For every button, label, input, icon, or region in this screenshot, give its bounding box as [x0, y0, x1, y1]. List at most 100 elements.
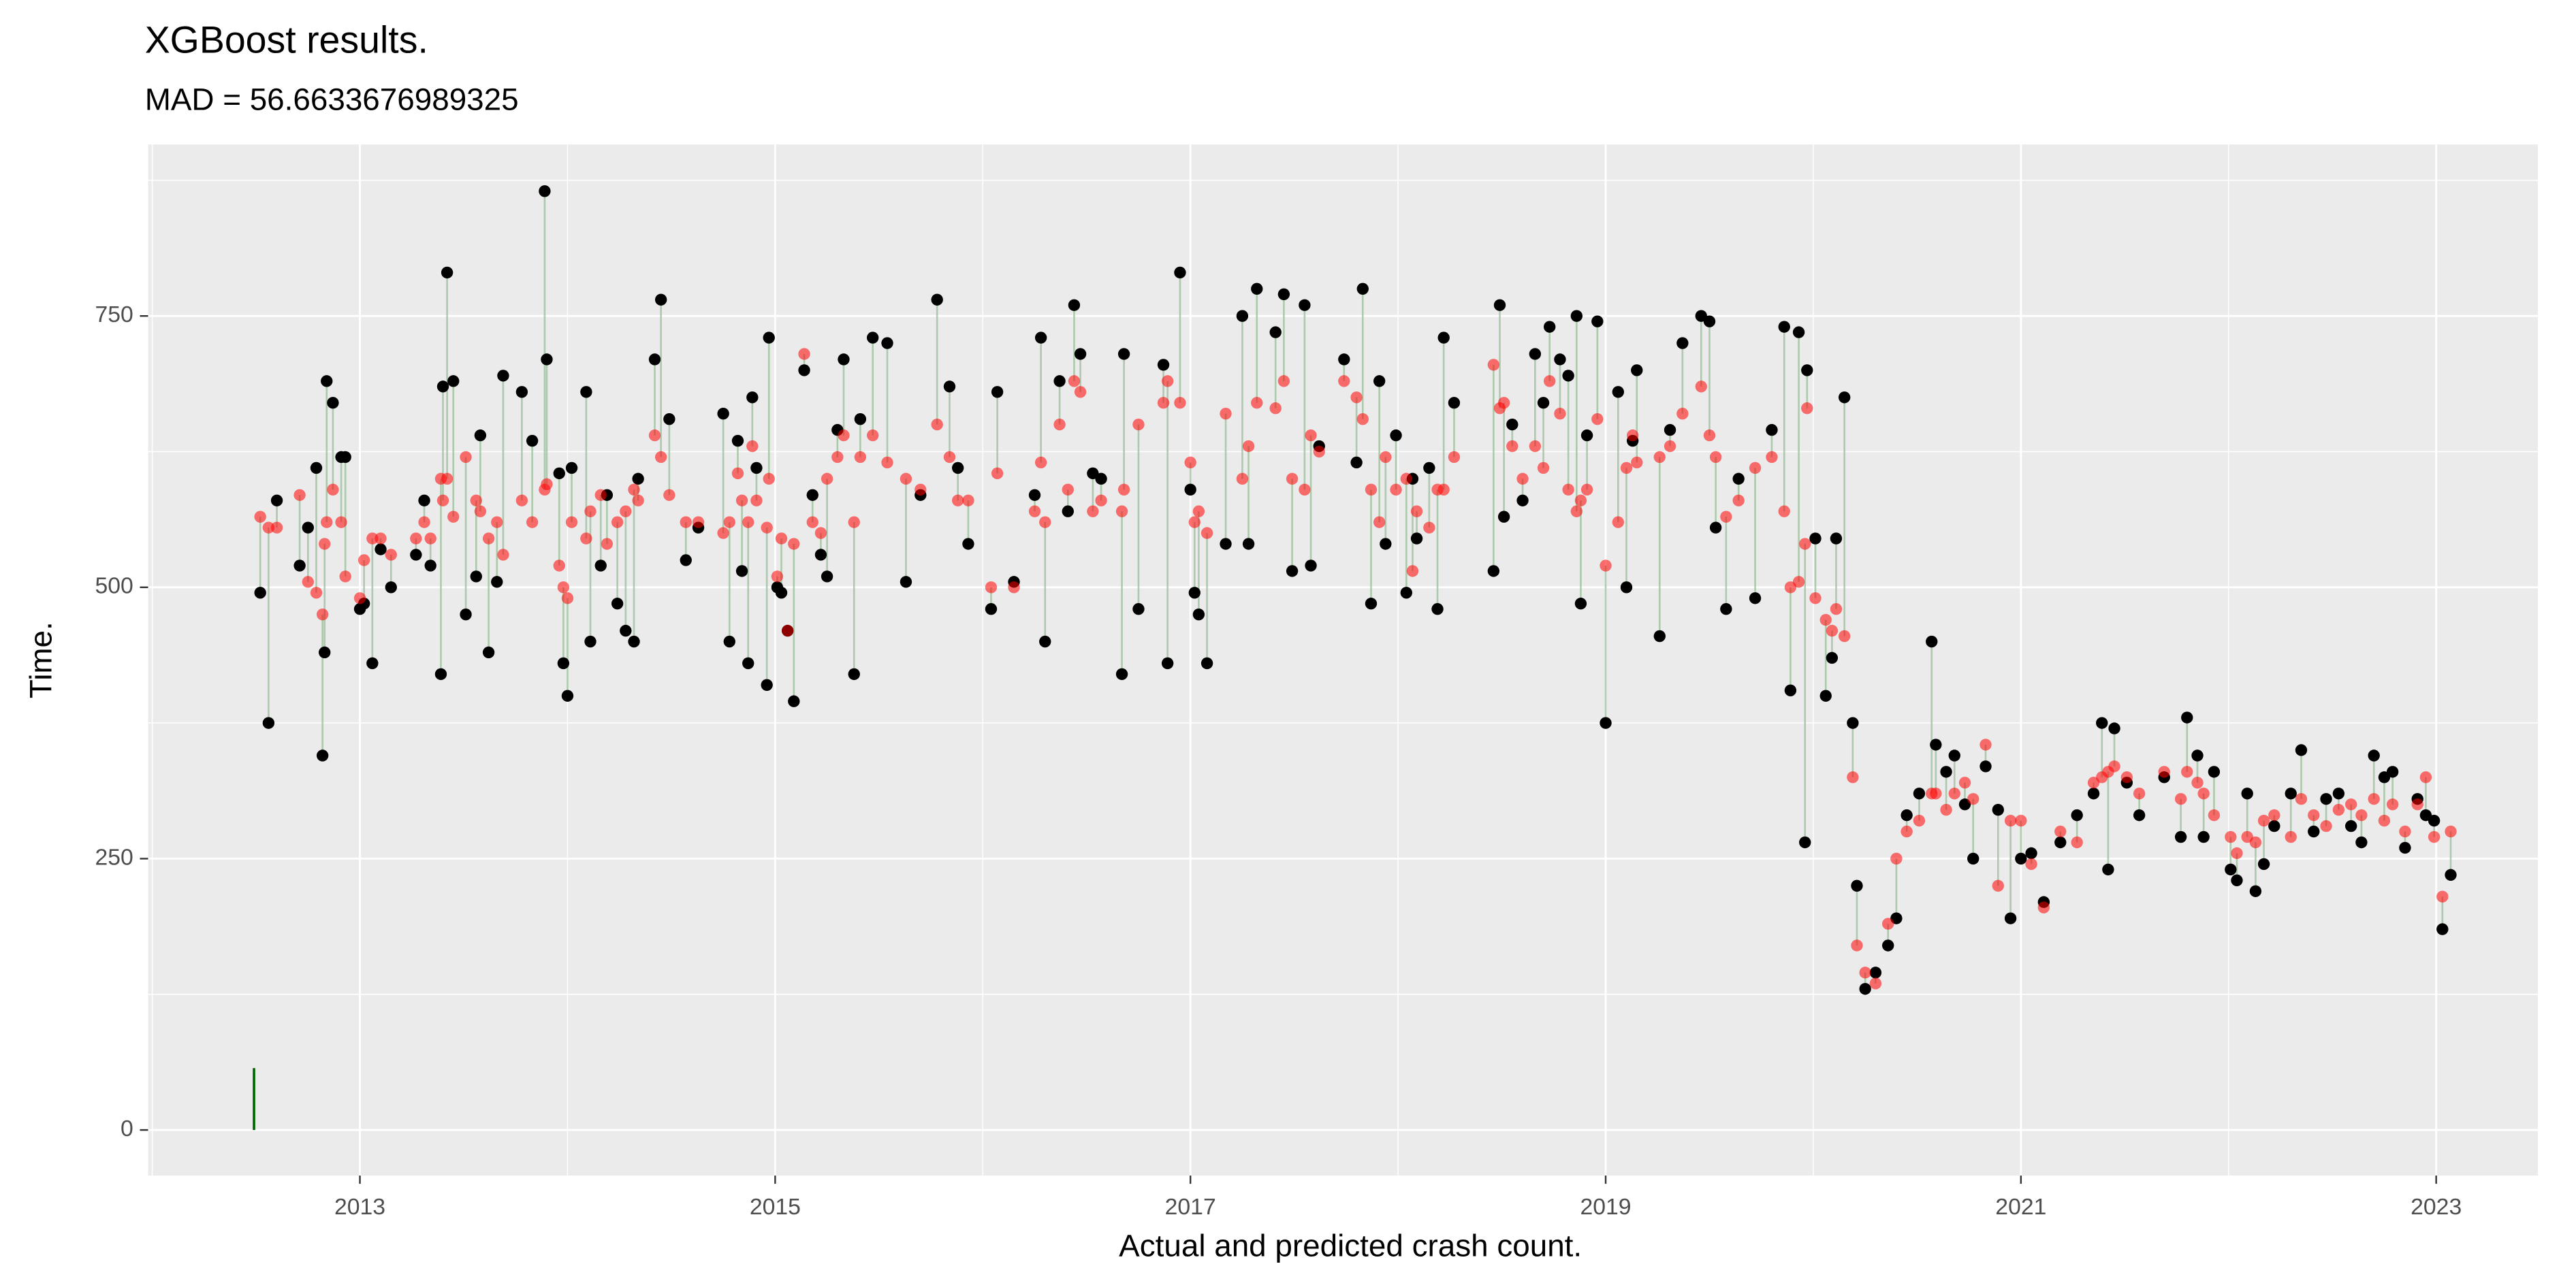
- predicted-point: [424, 532, 436, 545]
- predicted-point: [746, 440, 759, 453]
- predicted-point: [1732, 494, 1745, 506]
- predicted-point: [680, 516, 692, 528]
- predicted-point: [628, 483, 640, 496]
- actual-point: [1506, 418, 1518, 431]
- actual-point: [418, 494, 430, 506]
- actual-point: [1838, 391, 1851, 404]
- predicted-point: [654, 451, 667, 464]
- predicted-point: [410, 532, 422, 545]
- actual-point: [1766, 423, 1778, 436]
- actual-point: [424, 560, 436, 572]
- predicted-point: [254, 511, 266, 523]
- predicted-point: [1664, 440, 1676, 453]
- predicted-point: [1869, 977, 1882, 990]
- predicted-point: [962, 494, 974, 506]
- actual-point: [1570, 310, 1583, 322]
- predicted-point: [339, 570, 351, 583]
- actual-point: [1039, 635, 1051, 648]
- actual-point: [2332, 788, 2345, 800]
- predicted-point: [1544, 375, 1556, 387]
- actual-point: [1117, 348, 1130, 360]
- actual-point: [1703, 315, 1716, 327]
- predicted-point: [436, 494, 449, 506]
- actual-point: [866, 331, 879, 344]
- predicted-point: [2386, 798, 2399, 811]
- predicted-point: [814, 527, 827, 539]
- predicted-point: [497, 549, 509, 561]
- actual-point: [366, 657, 379, 670]
- actual-point: [798, 364, 810, 376]
- predicted-point: [1373, 516, 1386, 528]
- actual-point: [1236, 310, 1249, 322]
- actual-point: [1095, 472, 1107, 485]
- predicted-point: [2436, 890, 2449, 903]
- actual-point: [541, 353, 553, 366]
- actual-point: [1390, 429, 1402, 442]
- predicted-point: [460, 451, 472, 464]
- predicted-point: [2445, 825, 2457, 838]
- predicted-point: [319, 538, 331, 550]
- actual-point: [1034, 331, 1047, 344]
- actual-point: [2225, 863, 2237, 876]
- predicted-point: [2015, 814, 2027, 827]
- actual-point: [1913, 788, 1926, 800]
- predicted-point: [553, 560, 565, 572]
- predicted-point: [692, 516, 705, 528]
- predicted-point: [771, 570, 784, 583]
- predicted-point: [1562, 483, 1574, 496]
- predicted-point: [1570, 505, 1583, 517]
- predicted-point: [1365, 483, 1378, 496]
- actual-point: [434, 668, 447, 681]
- chart-subtitle: MAD = 56.6633676989325: [145, 82, 519, 117]
- predicted-point: [1095, 494, 1107, 506]
- predicted-point: [1356, 412, 1369, 425]
- actual-point: [2054, 836, 2067, 849]
- actual-point: [1612, 386, 1624, 398]
- actual-point: [1819, 690, 1832, 702]
- actual-point: [2344, 820, 2357, 832]
- predicted-point: [262, 521, 275, 534]
- predicted-point: [1286, 472, 1299, 485]
- actual-point: [491, 576, 503, 588]
- predicted-point: [881, 456, 893, 469]
- predicted-point: [1034, 456, 1047, 469]
- y-tick-label: 250: [95, 844, 133, 870]
- actual-point: [1200, 657, 1213, 670]
- predicted-point: [565, 516, 578, 528]
- predicted-point: [1591, 412, 1604, 425]
- actual-point: [321, 375, 333, 387]
- actual-point: [1242, 538, 1255, 550]
- actual-point: [2445, 869, 2457, 881]
- actual-point: [1631, 364, 1643, 376]
- actual-point: [2208, 766, 2221, 778]
- actual-point: [1174, 266, 1186, 279]
- actual-point: [1448, 397, 1461, 409]
- actual-point: [648, 353, 661, 366]
- chart-title: XGBoost results.: [145, 18, 428, 61]
- actual-point: [1664, 423, 1676, 436]
- actual-point: [821, 570, 833, 583]
- actual-point: [750, 462, 763, 474]
- predicted-point: [806, 516, 818, 528]
- predicted-point: [1612, 516, 1624, 528]
- actual-point: [316, 749, 329, 762]
- actual-point: [1554, 353, 1566, 366]
- actual-point: [474, 429, 487, 442]
- actual-point: [1487, 565, 1500, 577]
- actual-point: [375, 543, 387, 555]
- actual-point: [2386, 766, 2399, 778]
- predicted-point: [2320, 820, 2332, 832]
- predicted-point: [750, 494, 763, 506]
- actual-point: [2071, 809, 2083, 822]
- actual-point: [1676, 337, 1689, 349]
- x-tick-label: 2013: [334, 1194, 385, 1220]
- predicted-point: [985, 581, 998, 594]
- actual-point: [1809, 532, 1822, 545]
- actual-point: [1356, 282, 1369, 295]
- actual-point: [1115, 668, 1128, 681]
- predicted-point: [2181, 766, 2193, 778]
- actual-point: [1437, 331, 1450, 344]
- actual-point: [1157, 359, 1170, 371]
- predicted-point: [1626, 429, 1639, 442]
